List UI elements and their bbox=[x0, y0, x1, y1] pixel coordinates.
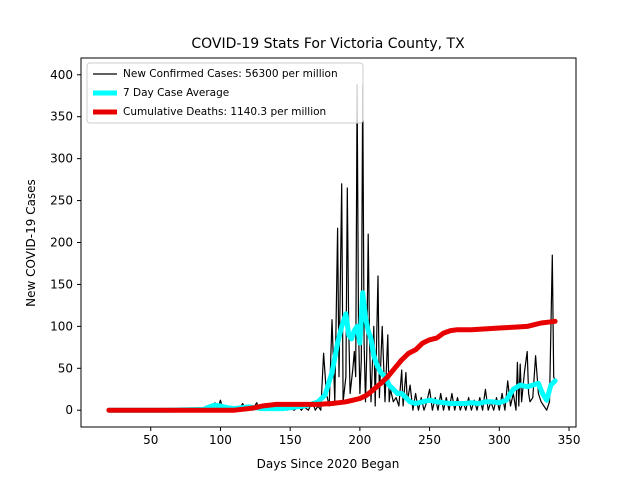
legend-label-7-day-average: 7 Day Case Average bbox=[123, 87, 229, 99]
chart-title: COVID-19 Stats For Victoria County, TX bbox=[191, 36, 465, 52]
y-tick-label: 50 bbox=[58, 361, 73, 375]
y-tick-label: 0 bbox=[65, 403, 73, 417]
x-tick-label: 250 bbox=[418, 433, 441, 447]
legend-box bbox=[86, 62, 364, 124]
y-tick-label: 150 bbox=[50, 277, 73, 291]
y-tick-label: 400 bbox=[50, 68, 73, 82]
y-tick-label: 350 bbox=[50, 110, 73, 124]
series-layer bbox=[106, 84, 558, 413]
y-axis-label: New COVID-19 Cases bbox=[24, 179, 38, 307]
y-axis-ticks: 0 50 100 150 200 250 300 350 400 bbox=[50, 68, 81, 417]
y-tick-label: 200 bbox=[50, 236, 73, 250]
x-tick-label: 100 bbox=[209, 433, 232, 447]
x-tick-label: 300 bbox=[488, 433, 511, 447]
legend-label-cumulative-deaths: Cumulative Deaths: 1140.3 per million bbox=[123, 106, 326, 118]
y-tick-label: 100 bbox=[50, 319, 73, 333]
y-tick-label: 300 bbox=[50, 152, 73, 166]
legend: New Confirmed Cases: 56300 per million 7… bbox=[86, 62, 364, 124]
legend-label-new-cases: New Confirmed Cases: 56300 per million bbox=[123, 68, 338, 80]
series-line-cumulative-deaths bbox=[106, 318, 558, 413]
x-tick-label: 50 bbox=[143, 433, 158, 447]
x-axis-ticks: 50 100 150 200 250 300 350 bbox=[143, 427, 580, 447]
x-tick-label: 150 bbox=[279, 433, 302, 447]
x-tick-label: 350 bbox=[558, 433, 581, 447]
x-axis-label: Days Since 2020 Began bbox=[257, 457, 400, 471]
x-tick-label: 200 bbox=[348, 433, 371, 447]
y-tick-label: 250 bbox=[50, 194, 73, 208]
series-line-7-day-average bbox=[106, 290, 558, 413]
